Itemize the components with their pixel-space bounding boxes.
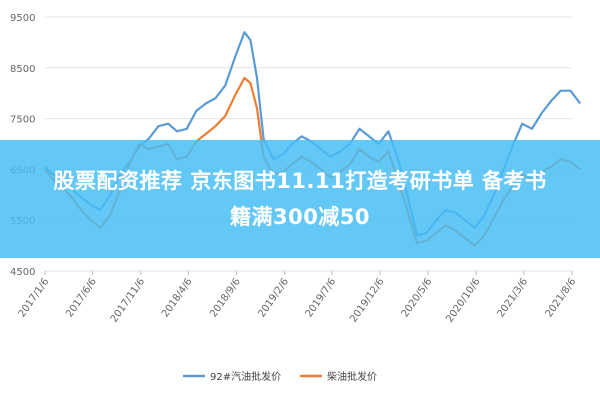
banner-line-2: 籍满300减50 — [229, 205, 371, 229]
x-tick-label: 2020/10/6 — [444, 276, 482, 324]
x-tick-label: 2018/4/6 — [160, 276, 195, 319]
legend: 92#汽油批发价 柴油批发价 — [183, 370, 377, 383]
x-tick-label: 2019/12/6 — [348, 276, 386, 324]
x-tick-label: 2019/2/6 — [256, 276, 291, 319]
ad-banner[interactable]: 股票配资推荐 京东图书11.11打造考研书单 备考书 籍满300减50 — [0, 140, 600, 258]
x-tick-label: 2020/5/6 — [400, 276, 435, 319]
x-tick-label: 2017/1/6 — [17, 276, 52, 319]
banner-line-1: 股票配资推荐 京东图书11.11打造考研书单 备考书 — [53, 169, 547, 193]
legend-label: 柴油批发价 — [327, 370, 377, 383]
y-tick-label: 9500 — [10, 13, 35, 24]
x-tick-label: 2017/6/6 — [64, 276, 99, 319]
x-tick-label: 2021/8/6 — [544, 276, 579, 319]
x-tick-label: 2018/9/6 — [208, 276, 243, 319]
y-tick-label: 7500 — [10, 115, 35, 126]
x-tick-label: 2017/11/6 — [109, 276, 147, 324]
x-tick-label: 2019/7/6 — [304, 276, 339, 319]
legend-label: 92#汽油批发价 — [210, 370, 281, 383]
y-tick-label: 8500 — [10, 64, 35, 75]
x-axis-ticks: 2017/1/6 2017/6/6 2017/11/6 2018/4/6 2018/9/… — [17, 271, 579, 325]
x-tick-label: 2021/3/6 — [495, 276, 530, 319]
y-tick-label: 4500 — [10, 267, 35, 278]
